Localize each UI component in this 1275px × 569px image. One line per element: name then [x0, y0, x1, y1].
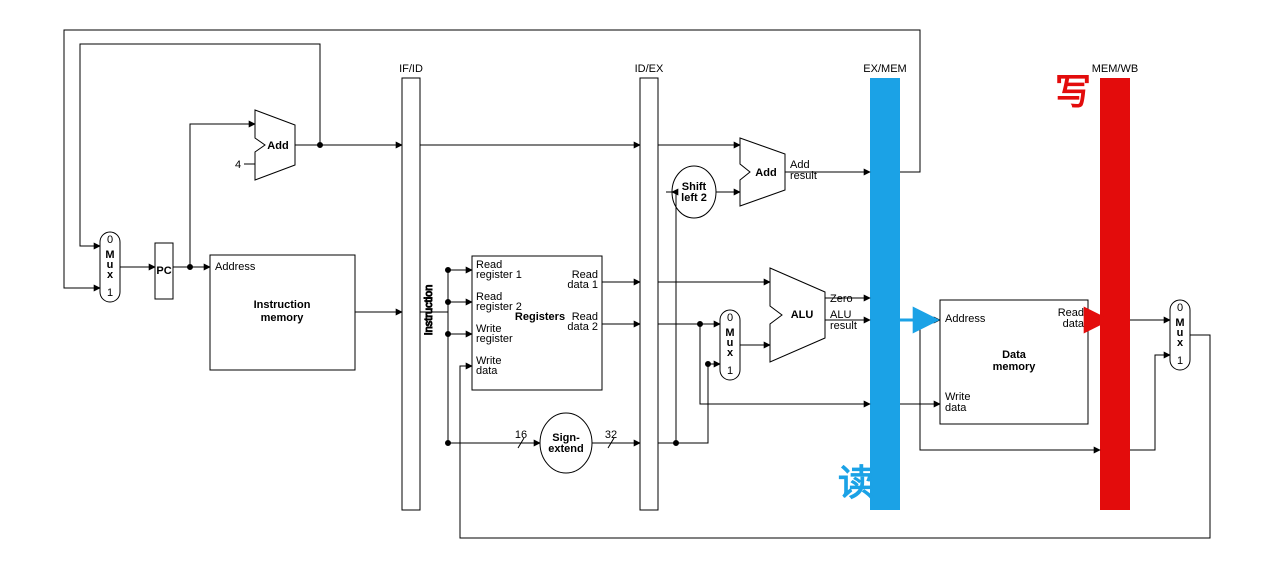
alu-src-mux: 0 M u x 1 — [720, 310, 740, 380]
svg-text:register 1: register 1 — [476, 269, 522, 281]
wb-mux: 0 M u x 1 — [1170, 300, 1190, 370]
pipeline-datapath-diagram: 0 M u x 1 PC Address Instruction memory … — [0, 0, 1275, 569]
mem-wb-register — [1100, 78, 1130, 510]
svg-text:data: data — [1063, 318, 1085, 330]
instruction-memory: Address Instruction memory — [210, 255, 355, 370]
data-memory: Address Write data Read data Data memory — [940, 300, 1088, 424]
pc-label: PC — [156, 265, 171, 277]
mem-wb-label: MEM/WB — [1092, 63, 1138, 75]
ex-mem-label: EX/MEM — [863, 63, 906, 75]
annotation-write: 写 — [1055, 71, 1091, 112]
if-id-register — [402, 78, 420, 510]
id-ex-label: ID/EX — [635, 63, 664, 75]
if-adder-const4: 4 — [235, 159, 241, 171]
svg-text:0: 0 — [727, 312, 733, 324]
svg-text:memory: memory — [993, 361, 1037, 373]
pc-mux-1: 1 — [107, 287, 113, 299]
svg-text:x: x — [107, 269, 114, 281]
svg-text:Add: Add — [267, 140, 288, 152]
annotation-read: 读 — [838, 462, 874, 503]
shift-left-2: Shift left 2 — [672, 166, 716, 218]
svg-text:Data: Data — [1002, 349, 1027, 361]
signext-out-32: 32 — [605, 429, 617, 441]
svg-text:ALU: ALU — [791, 309, 814, 321]
svg-text:extend: extend — [548, 443, 583, 455]
register-file: Read register 1 Read register 2 Write re… — [472, 256, 602, 390]
svg-text:1: 1 — [727, 365, 733, 377]
svg-text:1: 1 — [1177, 355, 1183, 367]
svg-text:Address: Address — [945, 313, 986, 325]
svg-text:Registers: Registers — [515, 311, 565, 323]
svg-text:Instruction: Instruction — [254, 299, 311, 311]
svg-text:data 2: data 2 — [567, 321, 598, 333]
im-address-port: Address — [215, 261, 256, 273]
svg-text:Add: Add — [755, 167, 776, 179]
instruction-side-label: Instruction — [423, 285, 435, 336]
svg-text:data 1: data 1 — [567, 279, 598, 291]
svg-text:left 2: left 2 — [681, 192, 707, 204]
svg-text:x: x — [1177, 337, 1184, 349]
signext-in-16: 16 — [515, 429, 527, 441]
id-ex-register — [640, 78, 658, 510]
if-adder: Add 4 — [235, 110, 295, 180]
svg-text:x: x — [727, 347, 734, 359]
svg-text:register: register — [476, 333, 513, 345]
if-id-label: IF/ID — [399, 63, 423, 75]
pc-mux-0: 0 — [107, 234, 113, 246]
svg-text:0: 0 — [1177, 302, 1183, 314]
svg-text:data: data — [945, 402, 967, 414]
alu-zero: Zero — [830, 293, 853, 305]
svg-text:result: result — [830, 320, 857, 332]
svg-text:memory: memory — [261, 312, 305, 324]
pc-mux: 0 M u x 1 — [100, 232, 120, 302]
svg-text:data: data — [476, 365, 498, 377]
alu: ALU Zero ALU result — [770, 268, 857, 362]
ex-mem-register — [870, 78, 900, 510]
